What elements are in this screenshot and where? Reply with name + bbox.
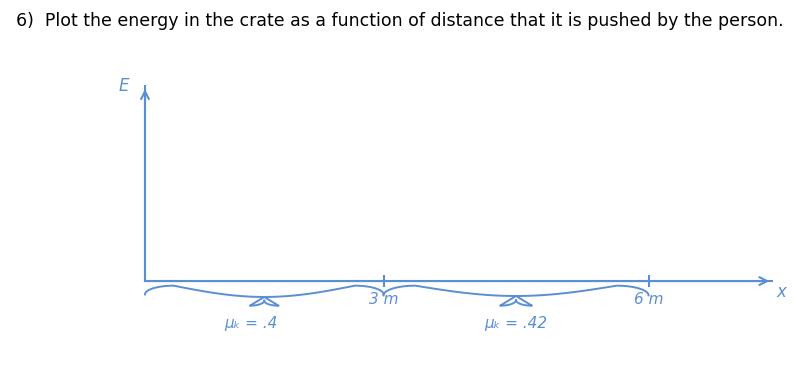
- Text: 3 m: 3 m: [369, 292, 398, 307]
- Text: μₖ = .42: μₖ = .42: [485, 316, 548, 331]
- Text: 6 m: 6 m: [634, 292, 663, 307]
- Text: μₖ = .4: μₖ = .4: [224, 316, 277, 331]
- Text: x: x: [776, 283, 787, 301]
- Text: 6)  Plot the energy in the crate as a function of distance that it is pushed by : 6) Plot the energy in the crate as a fun…: [16, 12, 783, 30]
- Text: E: E: [119, 77, 129, 95]
